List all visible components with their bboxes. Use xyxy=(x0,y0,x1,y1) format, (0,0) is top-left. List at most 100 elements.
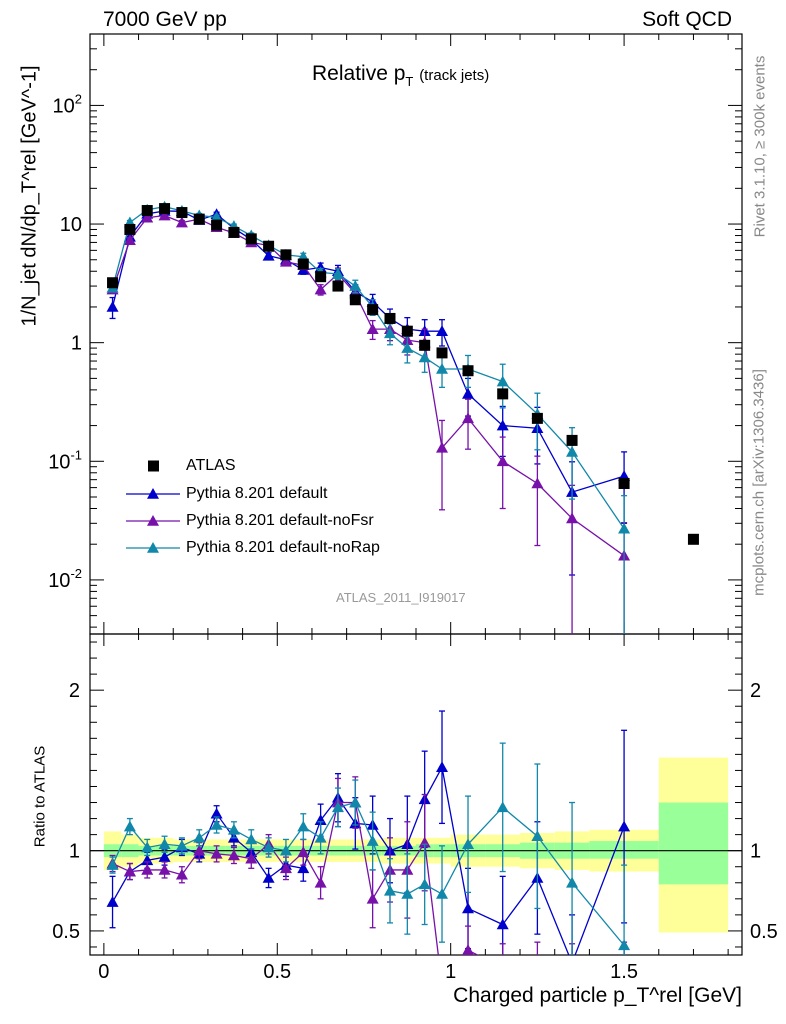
series-point xyxy=(141,211,154,223)
ratio-point xyxy=(297,820,310,832)
x-tick-label: 0 xyxy=(98,961,109,983)
header-left: 7000 GeV pp xyxy=(103,8,227,31)
data-point xyxy=(228,226,240,238)
ratio-point xyxy=(618,820,631,832)
legend-marker xyxy=(147,488,159,499)
ratio-point xyxy=(262,871,275,883)
data-point xyxy=(618,477,630,489)
ratio-point xyxy=(566,957,578,968)
data-point xyxy=(280,249,292,261)
analysis-watermark: ATLAS_2011_I919017 xyxy=(336,590,466,605)
ratio-point xyxy=(314,831,327,843)
ratio-point xyxy=(349,796,362,808)
ratio-y-tick-label-left: 0.5 xyxy=(52,921,80,943)
stat-uncertainty-band xyxy=(658,802,729,885)
ratio-point xyxy=(262,841,275,853)
series-point xyxy=(349,280,362,291)
ratio-point xyxy=(175,839,188,851)
ratio-point xyxy=(366,835,379,846)
ratio-point xyxy=(245,833,258,845)
plot-title: Relative pT (track jets) xyxy=(312,62,489,89)
main-y-tick-label: 1 xyxy=(71,333,82,355)
ratio-point xyxy=(245,852,258,864)
legend-markers xyxy=(126,460,180,553)
series-point xyxy=(210,211,223,223)
series-point xyxy=(383,327,396,339)
series-point xyxy=(496,419,509,431)
x-tick-label: 1.5 xyxy=(610,961,638,983)
ratio-point xyxy=(210,847,223,859)
series-point xyxy=(462,412,475,424)
data-point xyxy=(124,223,136,235)
ratio-point xyxy=(106,859,119,870)
ratio-point xyxy=(297,862,310,874)
ratio-point xyxy=(497,962,509,973)
x-tick-label: 1 xyxy=(445,961,456,983)
data-point xyxy=(315,271,327,283)
ratio-point xyxy=(462,944,475,955)
data-point xyxy=(141,205,153,217)
ratio-y-tick-label-right: 1 xyxy=(750,841,761,863)
ratio-point xyxy=(193,844,206,856)
data-point xyxy=(349,294,361,306)
main-y-tick-label: 10-1 xyxy=(48,447,82,473)
series-point xyxy=(566,512,579,524)
ratio-point xyxy=(531,830,544,842)
series-point xyxy=(106,300,119,312)
ratio-point xyxy=(175,868,188,880)
series-point xyxy=(123,234,136,246)
series-line xyxy=(111,206,625,530)
ratio-y-tick-label-right: 2 xyxy=(750,680,761,702)
main-y-tick-label: 10-2 xyxy=(48,566,82,592)
series-line xyxy=(111,210,625,493)
legend-label: ATLAS xyxy=(186,457,236,474)
ratio-point xyxy=(418,878,431,890)
ratio-y-tick-label-left: 1 xyxy=(69,841,80,863)
ratio-point xyxy=(210,818,223,830)
ratio-point xyxy=(436,888,449,899)
data-point xyxy=(245,233,257,245)
ratio-point xyxy=(314,876,327,888)
ratio-point xyxy=(227,849,240,861)
data-point xyxy=(566,434,578,446)
data-point xyxy=(176,207,188,219)
plot-title-main: Relative p xyxy=(312,62,406,85)
header-right: Soft QCD xyxy=(642,8,732,31)
ratio-point xyxy=(566,970,578,981)
series-point xyxy=(175,216,188,228)
legend-marker-atlas xyxy=(148,460,159,472)
ratio-point xyxy=(462,838,475,850)
data-point xyxy=(193,213,205,225)
ratio-point xyxy=(158,851,171,862)
data-point xyxy=(332,280,344,292)
main-y-tick-label: 102 xyxy=(53,91,82,117)
data-point xyxy=(497,388,509,400)
data-point xyxy=(462,365,474,377)
ratio-point xyxy=(366,892,379,904)
series-point xyxy=(531,477,544,489)
ratio-y-tick-label-right: 0.5 xyxy=(750,921,778,943)
ratio-point xyxy=(193,831,206,843)
legend-marker xyxy=(147,542,159,553)
series-point xyxy=(401,342,414,353)
legend-marker xyxy=(147,515,159,526)
series-line xyxy=(111,214,625,557)
ratio-point xyxy=(618,939,631,951)
ratio-point xyxy=(106,896,119,907)
ratio-point xyxy=(279,844,292,856)
ratio-point xyxy=(436,761,449,773)
series-point xyxy=(436,362,449,374)
ratio-uncertainty-bands xyxy=(103,757,729,933)
legend-label: Pythia 8.201 default-noRap xyxy=(186,539,380,556)
ratio-point xyxy=(531,960,543,971)
data-point xyxy=(263,240,275,252)
main-y-axis-label: 1/N_jet dN/dp_T^rel [GeV^-1] xyxy=(18,65,41,327)
ratio-point xyxy=(210,807,223,819)
ratio-y-axis-label: Ratio to ATLAS xyxy=(31,745,49,848)
data-point xyxy=(367,304,379,316)
ratio-point xyxy=(158,863,171,875)
series-point xyxy=(462,387,475,399)
series-point xyxy=(618,522,631,534)
ratio-point xyxy=(331,801,344,813)
